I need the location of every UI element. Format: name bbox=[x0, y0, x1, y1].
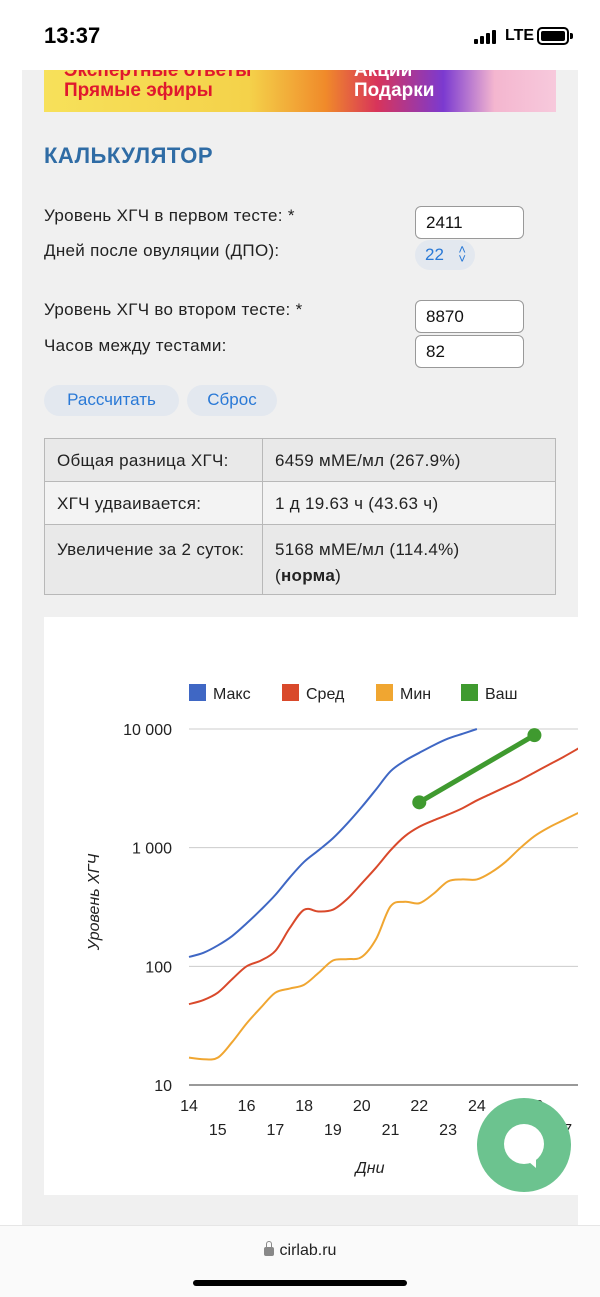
x-tick-label: 22 bbox=[410, 1098, 428, 1115]
url-display[interactable]: cirlab.ru bbox=[0, 1241, 600, 1260]
status-time: 13:37 bbox=[44, 23, 101, 48]
table-row: Увеличение за 2 суток: 5168 мМЕ/мл (114.… bbox=[44, 524, 556, 595]
result-paren-close: ) bbox=[335, 566, 342, 585]
y-tick-label: 10 bbox=[154, 1078, 172, 1095]
legend-label: Ваш bbox=[485, 686, 517, 703]
page-content: Экспертные ответы Прямые эфиры Акции Под… bbox=[22, 70, 578, 1225]
x-tick-label: 17 bbox=[266, 1122, 284, 1139]
network-type: LTE bbox=[505, 27, 535, 44]
series-line-1 bbox=[188, 728, 478, 958]
series-line-2 bbox=[188, 747, 578, 1006]
x-tick-label: 23 bbox=[439, 1122, 457, 1139]
hours-label: Часов между тестами: bbox=[44, 336, 227, 355]
x-tick-label: 18 bbox=[295, 1098, 313, 1115]
banner-line-1: Экспертные ответы bbox=[64, 70, 252, 81]
second-test-label: Уровень ХГЧ во втором тесте: * bbox=[44, 300, 303, 319]
first-test-input[interactable]: 2411 bbox=[415, 206, 524, 239]
lock-icon bbox=[263, 1241, 274, 1256]
result-paren-open: ( bbox=[275, 566, 281, 585]
legend-swatch bbox=[376, 684, 393, 701]
x-axis-title: Дни bbox=[354, 1160, 385, 1177]
result-label: Увеличение за 2 суток: bbox=[44, 524, 263, 595]
result-value: 6459 мМЕ/мл (267.9%) bbox=[262, 438, 556, 482]
promo-banner[interactable]: Экспертные ответы Прямые эфиры Акции Под… bbox=[44, 70, 556, 112]
result-label: Общая разница ХГЧ: bbox=[44, 438, 263, 482]
dpo-label: Дней после овуляции (ДПО): bbox=[44, 241, 280, 260]
series-point bbox=[527, 728, 542, 743]
reset-button[interactable]: Сброс bbox=[187, 385, 277, 416]
legend-label: Макс bbox=[213, 686, 251, 703]
x-tick-label: 19 bbox=[324, 1122, 342, 1139]
status-bar: 13:37 LTE bbox=[0, 0, 600, 70]
legend-label: Мин bbox=[400, 686, 431, 703]
battery-icon bbox=[537, 27, 573, 45]
banner-line-4: Подарки bbox=[354, 80, 435, 101]
calculator-title: КАЛЬКУЛЯТОР bbox=[44, 143, 214, 168]
legend-label: Сред bbox=[306, 686, 345, 703]
result-label: ХГЧ удваивается: bbox=[44, 481, 263, 525]
legend-swatch bbox=[189, 684, 206, 701]
result-status: норма bbox=[280, 566, 336, 585]
series-line-4 bbox=[418, 733, 536, 805]
chat-button[interactable] bbox=[477, 1098, 571, 1192]
url-text: cirlab.ru bbox=[279, 1242, 337, 1259]
banner-line-2: Прямые эфиры bbox=[64, 80, 213, 101]
hours-input[interactable]: 82 bbox=[415, 335, 524, 368]
legend-swatch bbox=[282, 684, 299, 701]
y-tick-label: 100 bbox=[145, 959, 172, 976]
y-tick-label: 1 000 bbox=[132, 841, 172, 858]
first-test-label: Уровень ХГЧ в первом тесте: * bbox=[44, 206, 295, 225]
browser-address-bar[interactable]: cirlab.ru bbox=[0, 1225, 600, 1297]
chevron-up-down-icon: ˄ ˅ bbox=[458, 242, 466, 266]
x-tick-label: 21 bbox=[382, 1122, 400, 1139]
home-indicator bbox=[193, 1280, 407, 1286]
results-table: Общая разница ХГЧ: 6459 мМЕ/мл (267.9%) … bbox=[44, 438, 556, 595]
x-tick-label: 15 bbox=[209, 1122, 227, 1139]
series-line-3 bbox=[188, 811, 578, 1061]
y-axis-title: Уровень ХГЧ bbox=[86, 854, 103, 952]
dpo-select[interactable]: 22 ˄ ˅ bbox=[415, 240, 475, 270]
x-tick-label: 20 bbox=[353, 1098, 371, 1115]
legend-swatch bbox=[461, 684, 478, 701]
banner-line-3: Акции bbox=[354, 70, 413, 81]
result-value: 5168 мМЕ/мл (114.4%) (норма) bbox=[262, 524, 556, 595]
result-value: 1 д 19.63 ч (43.63 ч) bbox=[262, 481, 556, 525]
series-point bbox=[412, 795, 427, 810]
table-row: Общая разница ХГЧ: 6459 мМЕ/мл (267.9%) bbox=[44, 438, 556, 482]
table-row: ХГЧ удваивается: 1 д 19.63 ч (43.63 ч) bbox=[44, 481, 556, 525]
second-test-input[interactable]: 8870 bbox=[415, 300, 524, 333]
x-tick-label: 14 bbox=[180, 1098, 198, 1115]
y-tick-label: 10 000 bbox=[123, 722, 172, 739]
dpo-value: 22 bbox=[425, 245, 444, 264]
signal-icon bbox=[474, 30, 496, 44]
calculate-button[interactable]: Рассчитать bbox=[44, 385, 179, 416]
result-value-text: 5168 мМЕ/мл (114.4%) bbox=[275, 540, 460, 559]
x-tick-label: 16 bbox=[238, 1098, 256, 1115]
x-tick-label: 24 bbox=[468, 1098, 486, 1115]
